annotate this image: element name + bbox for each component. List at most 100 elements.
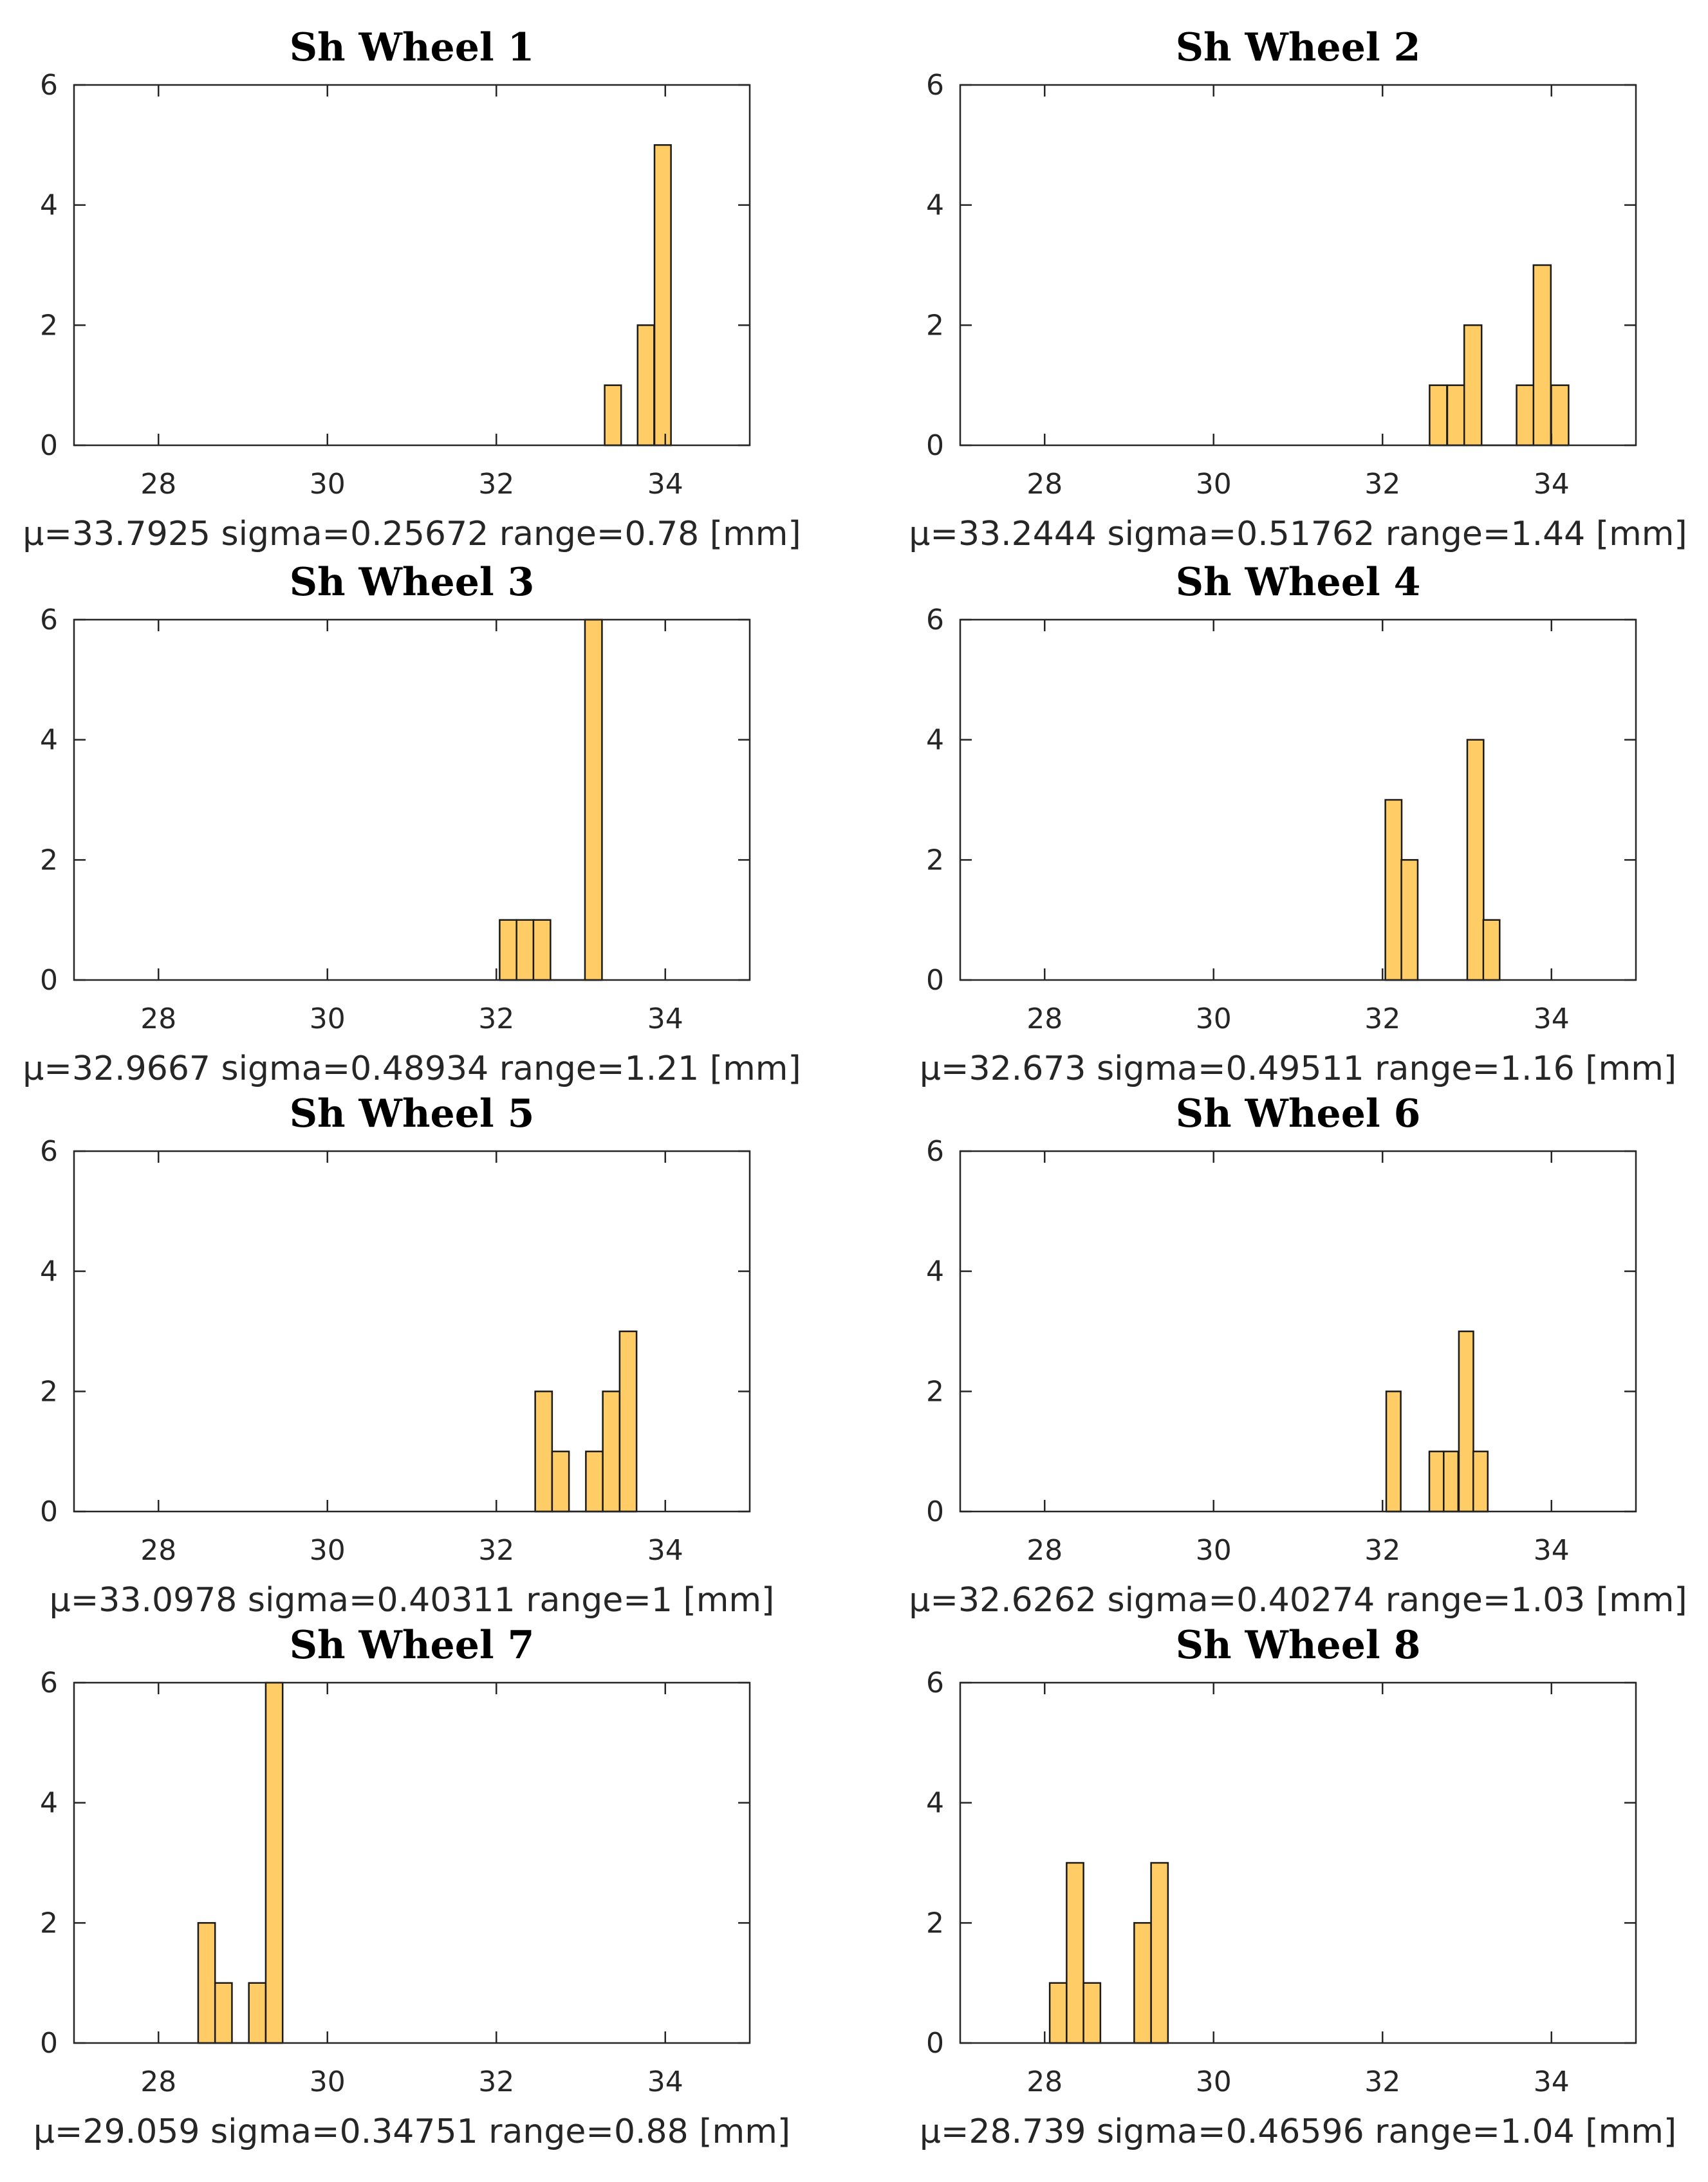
chart-panel-5: Sh Wheel 5 28 30 32 34 0 2 4 6 μ=33.0978 sigma=0.…: [40, 1091, 774, 1620]
x-tick-label: 28: [140, 1003, 176, 1035]
y-tick-label: 4: [926, 724, 944, 757]
x-tick-label: 28: [140, 2066, 176, 2098]
histogram-bar: [1472, 1450, 1489, 1513]
x-tick-label: 32: [478, 1003, 514, 1035]
x-tick-label: 32: [478, 468, 514, 501]
y-tick-label: 2: [40, 309, 58, 342]
x-tick-label: 32: [478, 2066, 514, 2098]
x-axis-label: μ=29.059 sigma=0.34751 range=0.88 [mm]: [33, 2113, 790, 2151]
axes-frame: [73, 1681, 751, 2044]
histogram-bar: [604, 384, 622, 447]
histogram-bar: [584, 618, 603, 981]
histogram-bar: [532, 919, 552, 981]
histogram-bar: [1428, 1450, 1445, 1513]
y-tick-label: 4: [926, 1787, 944, 1820]
chart-title: Sh Wheel 6: [1176, 1091, 1421, 1136]
y-tick-label: 6: [40, 69, 58, 102]
chart-title: Sh Wheel 3: [290, 560, 535, 605]
x-axis-label: μ=33.7925 sigma=0.25672 range=0.78 [mm]: [23, 515, 801, 553]
x-tick-label: 28: [140, 468, 176, 501]
y-tick-label: 6: [926, 1135, 944, 1168]
axes-frame: [73, 1150, 751, 1513]
y-tick-label: 2: [40, 1907, 58, 1939]
y-tick-label: 6: [40, 1667, 58, 1699]
histogram-bar: [1482, 919, 1501, 981]
chart-panel-4: Sh Wheel 4 28 30 32 34 0 2 4 6 μ=32.673 sigma=0.4…: [920, 560, 1676, 1088]
chart-panel-7: Sh Wheel 7 28 30 32 34 0 2 4 6 μ=29.059 sigma=0.3…: [33, 1623, 790, 2151]
x-tick-label: 32: [1364, 468, 1400, 501]
histogram-bar: [1463, 324, 1483, 447]
chart-panel-1: Sh Wheel 1 28 30 32 34 0 2 4 6 μ=33.7925 sigma=0.…: [23, 25, 801, 553]
y-tick-label: 2: [926, 309, 944, 342]
x-tick-label: 30: [310, 468, 346, 501]
y-tick-label: 4: [40, 724, 58, 757]
x-tick-label: 28: [1026, 1534, 1063, 1567]
y-tick-label: 4: [926, 189, 944, 222]
x-tick-label: 34: [1534, 1534, 1570, 1567]
chart-title: Sh Wheel 8: [1176, 1623, 1421, 1668]
histogram-bar: [1150, 1862, 1169, 2044]
y-tick-label: 0: [40, 429, 58, 462]
axes-frame: [959, 84, 1637, 447]
x-tick-label: 30: [310, 2066, 346, 2098]
y-tick-label: 2: [40, 1375, 58, 1408]
histogram-bar: [265, 1681, 284, 2044]
histogram-bar: [602, 1391, 621, 1513]
x-tick-label: 30: [310, 1003, 346, 1035]
chart-panel-3: Sh Wheel 3 28 30 32 34 0 2 4 6 μ=32.9667 sigma=0.…: [23, 560, 801, 1088]
chart-title: Sh Wheel 2: [1176, 25, 1421, 70]
histogram-bar: [1550, 384, 1570, 447]
x-axis-label: μ=33.0978 sigma=0.40311 range=1 [mm]: [50, 1581, 775, 1620]
histogram-bar: [515, 919, 535, 981]
x-tick-label: 28: [1026, 2066, 1063, 2098]
x-tick-label: 32: [1364, 1003, 1400, 1035]
x-axis-label: μ=32.6262 sigma=0.40274 range=1.03 [mm]: [909, 1581, 1687, 1620]
x-tick-label: 28: [1026, 468, 1063, 501]
histogram-bar: [1429, 384, 1448, 447]
y-tick-label: 4: [40, 189, 58, 222]
axes-frame: [959, 1681, 1637, 2044]
histogram-bar: [1443, 1450, 1460, 1513]
histogram-bar: [197, 1922, 216, 2044]
x-tick-label: 30: [1196, 2066, 1232, 2098]
chart-title: Sh Wheel 1: [290, 25, 535, 70]
y-tick-label: 4: [40, 1787, 58, 1820]
histogram-bar: [1400, 859, 1419, 981]
histogram-bar: [1466, 739, 1485, 981]
y-tick-label: 0: [926, 1495, 944, 1528]
histogram-bar: [551, 1450, 570, 1513]
y-tick-label: 0: [40, 1495, 58, 1528]
histogram-bar: [1446, 384, 1466, 447]
x-tick-label: 30: [1196, 468, 1232, 501]
x-tick-label: 34: [647, 2066, 683, 2098]
y-tick-label: 0: [926, 964, 944, 997]
x-tick-label: 30: [310, 1534, 346, 1567]
histogram-bar: [1066, 1862, 1084, 2044]
y-tick-label: 6: [926, 604, 944, 636]
x-tick-label: 34: [1534, 2066, 1570, 2098]
y-tick-label: 6: [40, 1135, 58, 1168]
x-tick-label: 32: [478, 1534, 514, 1567]
x-axis-label: μ=28.739 sigma=0.46596 range=1.04 [mm]: [920, 2113, 1676, 2151]
y-tick-label: 0: [40, 2027, 58, 2060]
y-tick-label: 4: [40, 1255, 58, 1288]
x-tick-label: 28: [1026, 1003, 1063, 1035]
axes-frame: [73, 84, 751, 447]
x-tick-label: 34: [647, 468, 683, 501]
x-tick-label: 34: [1534, 1003, 1570, 1035]
y-tick-label: 6: [40, 604, 58, 636]
y-tick-label: 6: [926, 1667, 944, 1699]
x-tick-label: 34: [647, 1534, 683, 1567]
chart-panel-8: Sh Wheel 8 28 30 32 34 0 2 4 6 μ=28.739 sigma=0.4…: [920, 1623, 1676, 2151]
histogram-bar: [618, 1330, 638, 1513]
x-axis-label: μ=32.673 sigma=0.49511 range=1.16 [mm]: [920, 1049, 1676, 1088]
histogram-bar: [1532, 264, 1552, 447]
histogram-bar: [1516, 384, 1535, 447]
chart-panel-2: Sh Wheel 2 28 30 32 34 0 2 4 6 μ=33.2444 sigma=0.…: [909, 25, 1687, 553]
chart-panel-6: Sh Wheel 6 28 30 32 34 0 2 4 6 μ=32.6262 sigma=0.…: [909, 1091, 1687, 1620]
y-tick-label: 0: [40, 964, 58, 997]
histogram-bar: [653, 144, 672, 447]
axes-frame: [959, 618, 1637, 981]
y-tick-label: 2: [926, 1907, 944, 1939]
histogram-bar: [1458, 1330, 1474, 1513]
